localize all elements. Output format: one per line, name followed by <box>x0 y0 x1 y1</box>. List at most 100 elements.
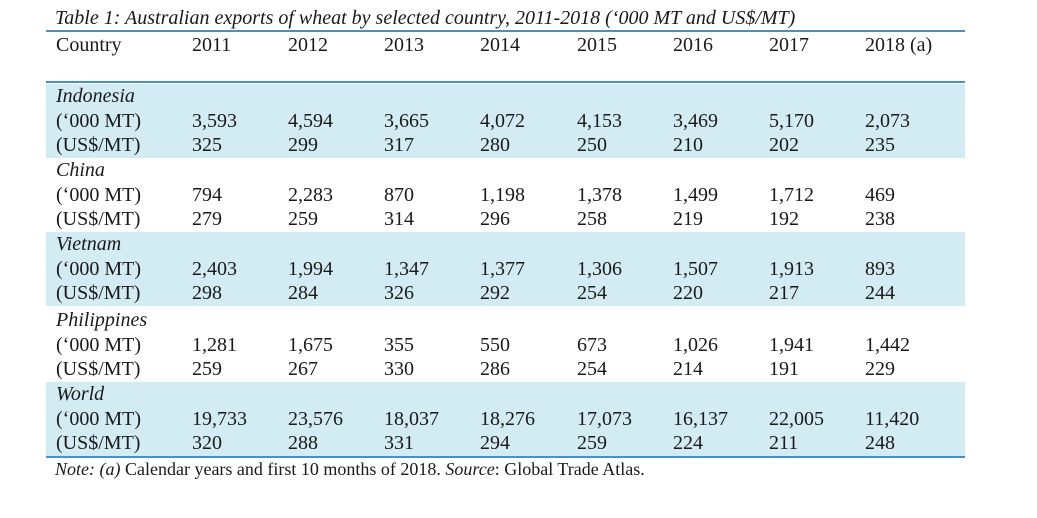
table-cell: 4,594 <box>288 110 333 132</box>
country-name: Vietnam <box>56 233 122 255</box>
row-label: (‘000 MT) <box>56 408 141 430</box>
header-year: 2011 <box>192 34 232 56</box>
row-label: (‘000 MT) <box>56 334 141 356</box>
table-cell: 279 <box>192 208 222 230</box>
table-row: (US$/MT) 325 299 317 280 250 210 202 235 <box>46 133 965 157</box>
table-cell: 19,733 <box>192 408 247 430</box>
table-cell: 191 <box>769 358 799 380</box>
table-cell: 229 <box>865 358 895 380</box>
table-cell: 3,593 <box>192 110 237 132</box>
row-label: (US$/MT) <box>56 282 141 304</box>
group-name-row: World <box>46 382 965 406</box>
row-label: (‘000 MT) <box>56 258 141 280</box>
country-name: Philippines <box>56 309 148 331</box>
table-cell: 317 <box>384 134 414 156</box>
group-vietnam: Vietnam (‘000 MT) 2,403 1,994 1,347 1,37… <box>46 232 965 306</box>
table-row: (‘000 MT) 2,403 1,994 1,347 1,377 1,306 … <box>46 257 965 281</box>
table-cell: 288 <box>288 432 318 454</box>
table-cell: 1,281 <box>192 334 237 356</box>
table-cell: 794 <box>192 184 222 206</box>
table-cell: 259 <box>192 358 222 380</box>
table-cell: 202 <box>769 134 799 156</box>
table-cell: 259 <box>288 208 318 230</box>
table-cell: 1,442 <box>865 334 910 356</box>
table-cell: 5,170 <box>769 110 814 132</box>
top-rule <box>46 30 965 32</box>
table-cell: 210 <box>673 134 703 156</box>
header-year: 2017 <box>769 34 809 56</box>
table-row: (US$/MT) 279 259 314 296 258 219 192 238 <box>46 207 965 231</box>
table-row: (‘000 MT) 794 2,283 870 1,198 1,378 1,49… <box>46 183 965 207</box>
group-indonesia: Indonesia (‘000 MT) 3,593 4,594 3,665 4,… <box>46 84 965 158</box>
table-cell: 1,378 <box>577 184 622 206</box>
table-row: (US$/MT) 298 284 326 292 254 220 217 244 <box>46 281 965 305</box>
table-cell: 1,198 <box>480 184 525 206</box>
table-cell: 330 <box>384 358 414 380</box>
source-label: Source <box>445 459 495 479</box>
country-name: China <box>56 159 105 181</box>
table-row: (‘000 MT) 3,593 4,594 3,665 4,072 4,153 … <box>46 109 965 133</box>
table-cell: 469 <box>865 184 895 206</box>
table-cell: 4,072 <box>480 110 525 132</box>
table-cell: 286 <box>480 358 510 380</box>
table-cell: 355 <box>384 334 414 356</box>
header-year: 2013 <box>384 34 424 56</box>
table-cell: 1,499 <box>673 184 718 206</box>
table-cell: 2,403 <box>192 258 237 280</box>
table-cell: 1,712 <box>769 184 814 206</box>
table-cell: 1,994 <box>288 258 333 280</box>
table-cell: 235 <box>865 134 895 156</box>
table-cell: 2,283 <box>288 184 333 206</box>
table-cell: 211 <box>769 432 799 454</box>
table-cell: 314 <box>384 208 414 230</box>
table-cell: 284 <box>288 282 318 304</box>
table-note: Note: (a) Calendar years and first 10 mo… <box>55 458 645 480</box>
group-philippines: Philippines (‘000 MT) 1,281 1,675 355 55… <box>46 308 965 382</box>
source-text: : Global Trade Atlas. <box>494 459 645 479</box>
table-cell: 258 <box>577 208 607 230</box>
table-cell: 4,153 <box>577 110 622 132</box>
table-cell: 870 <box>384 184 414 206</box>
row-label: (‘000 MT) <box>56 110 141 132</box>
row-label: (US$/MT) <box>56 134 141 156</box>
table-cell: 1,507 <box>673 258 718 280</box>
table-cell: 2,073 <box>865 110 910 132</box>
table-cell: 11,420 <box>865 408 920 430</box>
header-year: 2015 <box>577 34 617 56</box>
table-cell: 673 <box>577 334 607 356</box>
table-cell: 16,137 <box>673 408 728 430</box>
table-cell: 254 <box>577 282 607 304</box>
table-cell: 214 <box>673 358 703 380</box>
table-cell: 17,073 <box>577 408 632 430</box>
note-text: Calendar years and first 10 months of 20… <box>120 459 446 479</box>
table-row: (‘000 MT) 19,733 23,576 18,037 18,276 17… <box>46 407 965 431</box>
header-year: 2012 <box>288 34 328 56</box>
group-world: World (‘000 MT) 19,733 23,576 18,037 18,… <box>46 382 965 456</box>
table-cell: 1,941 <box>769 334 814 356</box>
country-name: Indonesia <box>56 85 135 107</box>
header-rule <box>46 81 965 83</box>
table-cell: 326 <box>384 282 414 304</box>
table-cell: 893 <box>865 258 895 280</box>
table-cell: 1,026 <box>673 334 718 356</box>
table-header: Country 2011 2012 2013 2014 2015 2016 20… <box>46 32 965 60</box>
table-cell: 259 <box>577 432 607 454</box>
table-row: (US$/MT) 320 288 331 294 259 224 211 248 <box>46 431 965 455</box>
table-cell: 1,347 <box>384 258 429 280</box>
table-cell: 550 <box>480 334 510 356</box>
table-cell: 250 <box>577 134 607 156</box>
row-label: (US$/MT) <box>56 432 141 454</box>
table-row: (US$/MT) 259 267 330 286 254 214 191 229 <box>46 357 965 381</box>
table-cell: 18,276 <box>480 408 535 430</box>
bottom-rule <box>46 456 965 458</box>
table-cell: 294 <box>480 432 510 454</box>
table-cell: 238 <box>865 208 895 230</box>
table-cell: 22,005 <box>769 408 824 430</box>
row-label: (US$/MT) <box>56 358 141 380</box>
table-cell: 296 <box>480 208 510 230</box>
table-cell: 192 <box>769 208 799 230</box>
table-cell: 1,675 <box>288 334 333 356</box>
group-name-row: Vietnam <box>46 232 965 256</box>
table-cell: 248 <box>865 432 895 454</box>
table-cell: 23,576 <box>288 408 343 430</box>
